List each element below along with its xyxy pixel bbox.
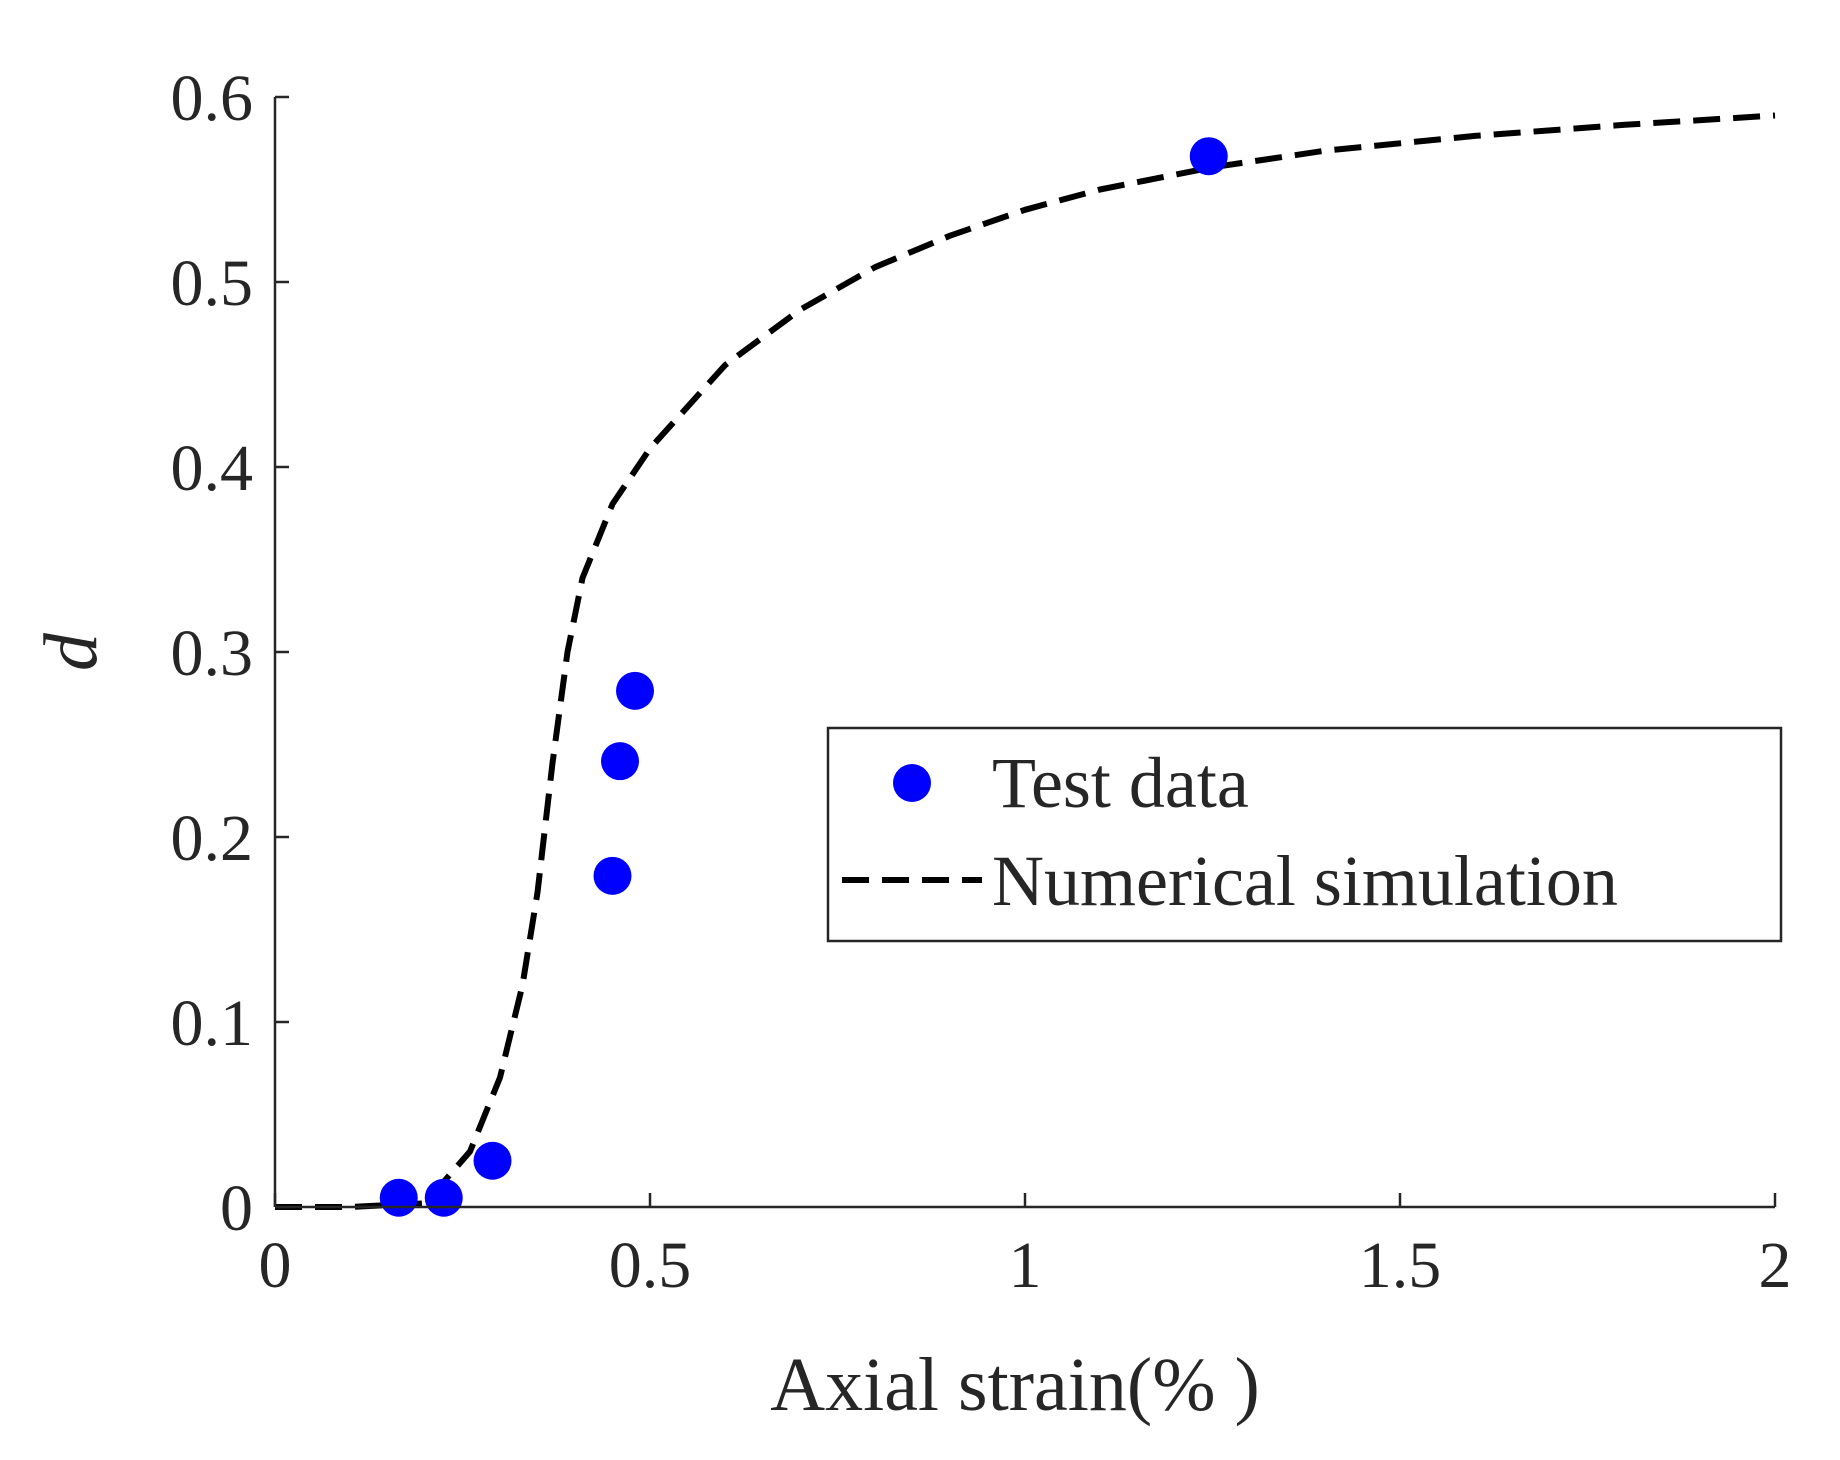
legend-label-numerical-simulation: Numerical simulation	[992, 841, 1618, 921]
data-point-test-data	[1189, 137, 1228, 176]
x-tick-label: 0.5	[609, 1229, 692, 1302]
y-tick-label: 0	[220, 1172, 253, 1245]
y-tick-label: 0.2	[171, 802, 254, 875]
y-tick-label: 0.6	[171, 62, 254, 135]
data-point-test-data	[473, 1141, 512, 1180]
x-tick-label: 2	[1759, 1229, 1792, 1302]
legend-marker-test-data	[893, 764, 931, 802]
x-tick-label: 1	[1009, 1229, 1042, 1302]
y-tick-label: 0.4	[171, 432, 254, 505]
x-tick-label: 0	[259, 1229, 292, 1302]
y-axis-label: d	[29, 632, 113, 671]
y-tick-label: 0.1	[171, 987, 254, 1060]
data-point-test-data	[601, 742, 639, 781]
x-tick-label: 1.5	[1359, 1229, 1442, 1302]
axis-ticks: 0 0.5 1 1.5 2 0 0.1 0.2 0.3 0.4 0.5 0.6	[171, 62, 1792, 1302]
legend-box	[826, 726, 1783, 943]
legend: Test data Numerical simulation	[826, 726, 1783, 943]
data-point-test-data	[593, 856, 632, 895]
x-axis-label: Axial strain(% )	[770, 1343, 1260, 1427]
legend-label-test-data: Test data	[992, 743, 1249, 823]
data-point-test-data	[424, 1178, 463, 1217]
data-point-test-data	[379, 1178, 418, 1217]
data-point-test-data	[616, 671, 654, 710]
y-tick-label: 0.3	[171, 617, 254, 690]
y-tick-label: 0.5	[171, 247, 254, 320]
